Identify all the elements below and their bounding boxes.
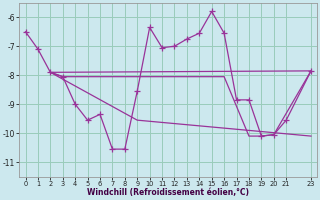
X-axis label: Windchill (Refroidissement éolien,°C): Windchill (Refroidissement éolien,°C) <box>87 188 249 197</box>
